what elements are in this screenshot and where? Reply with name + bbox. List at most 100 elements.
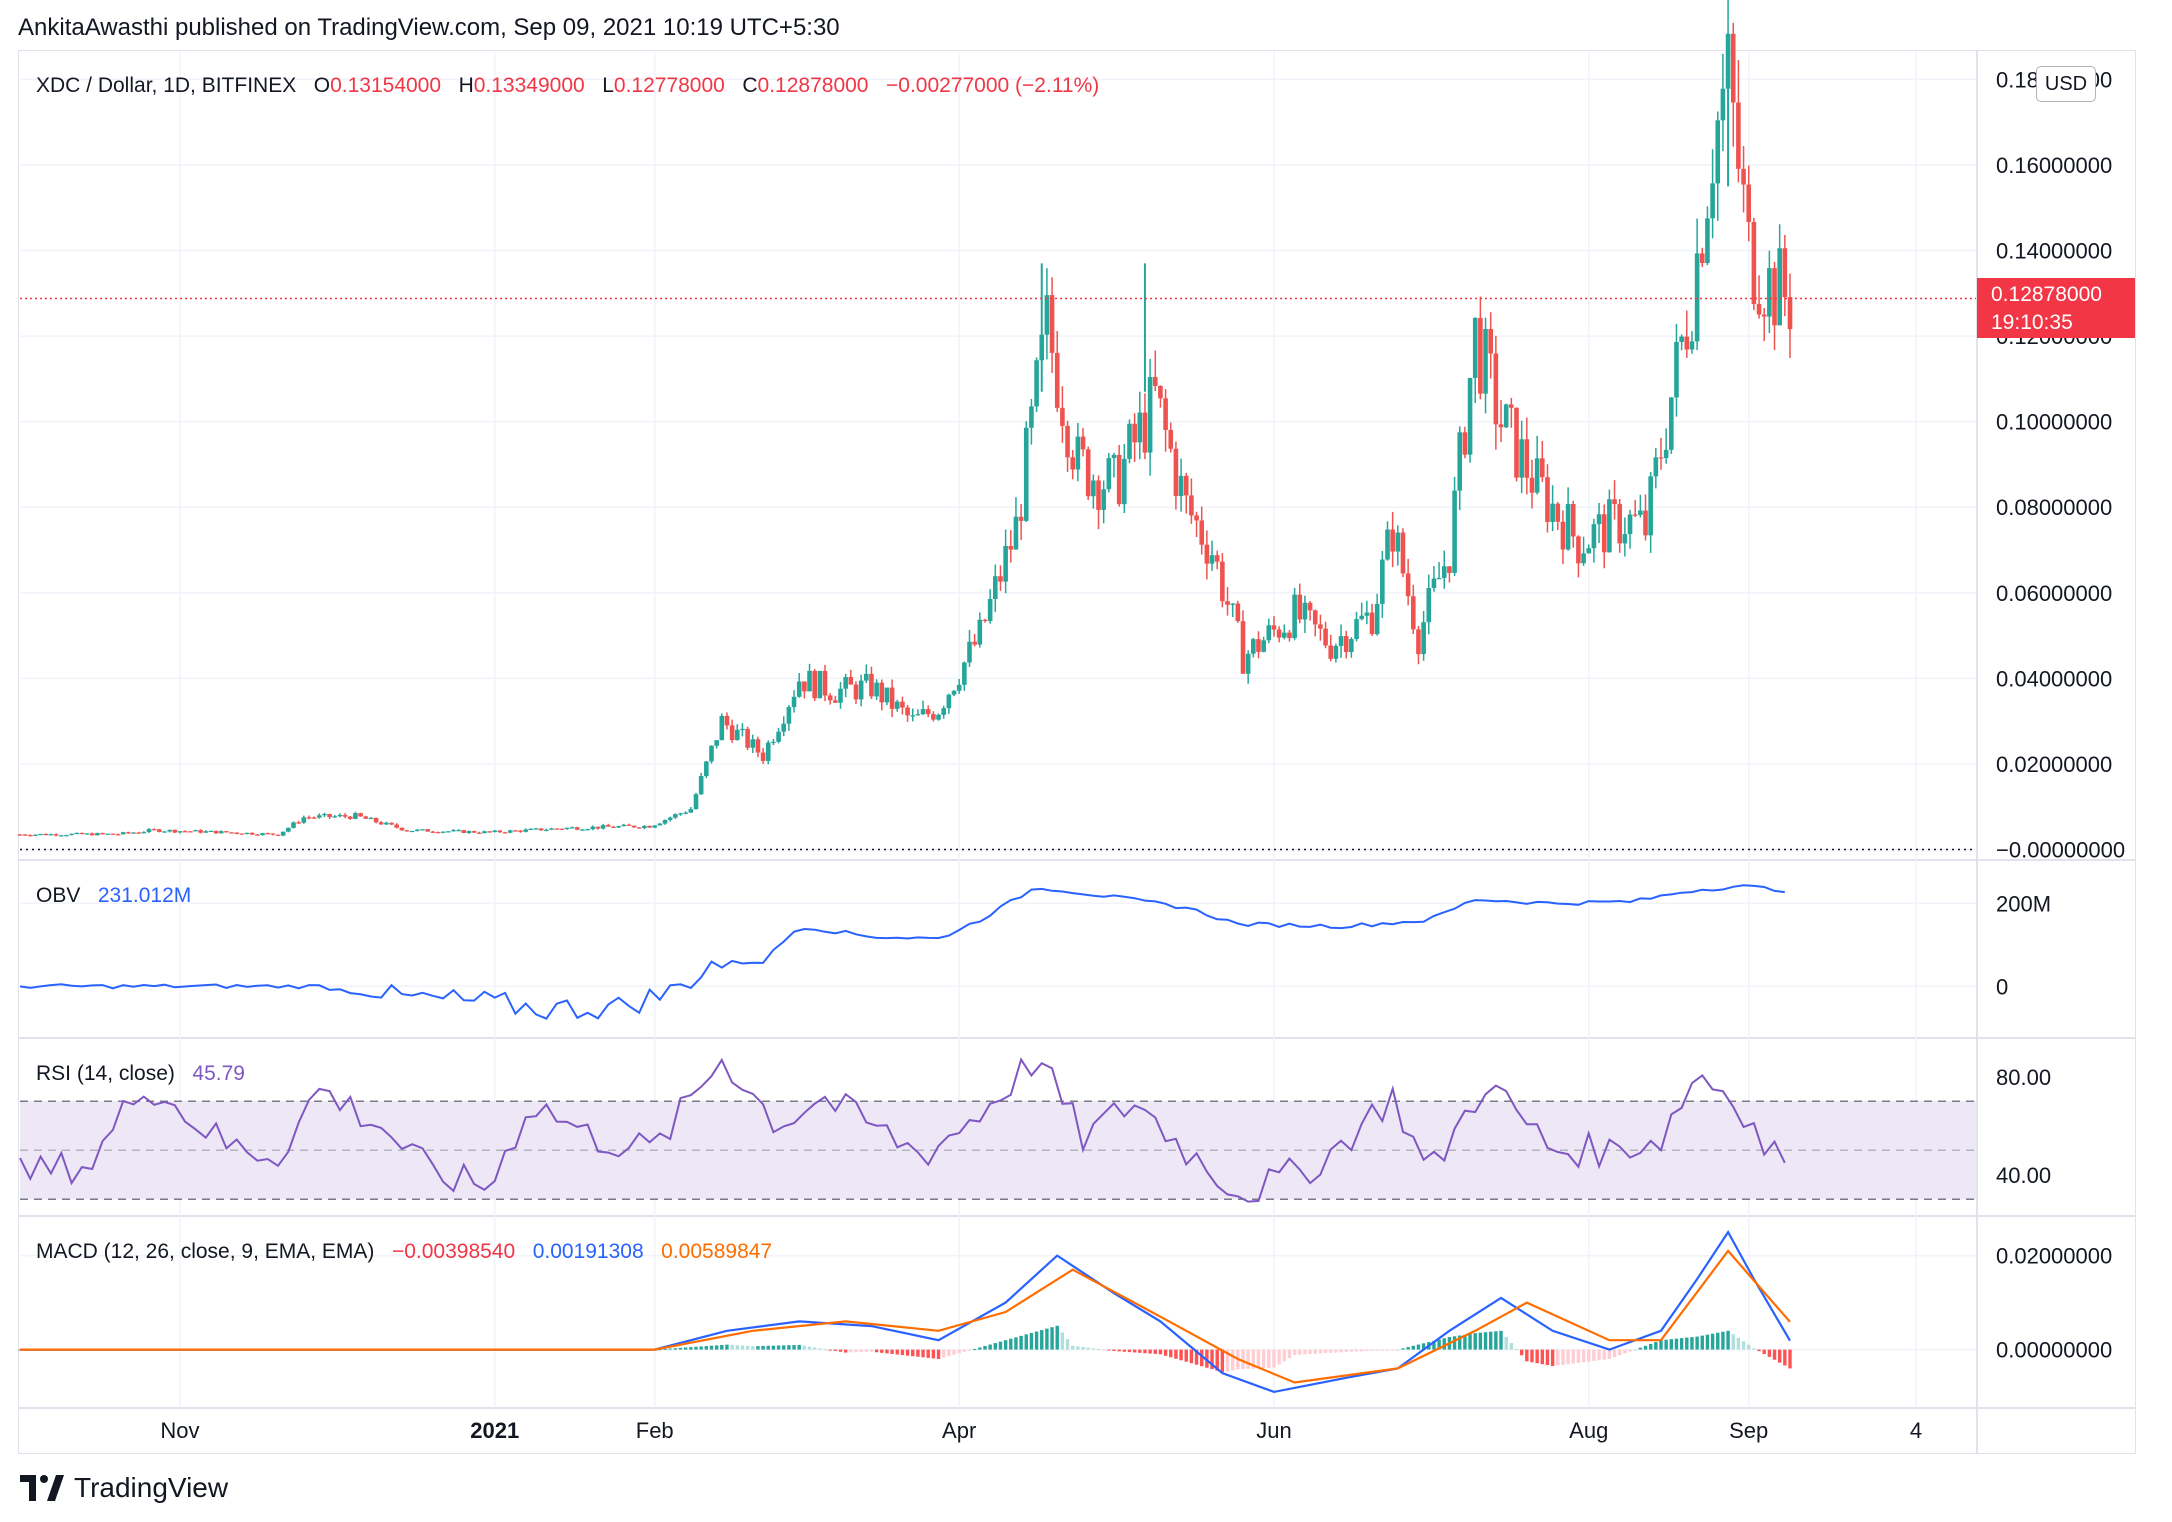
candle-body bbox=[1503, 404, 1509, 428]
macd-histogram-bar bbox=[957, 1349, 961, 1354]
candle-body bbox=[554, 828, 559, 830]
candle-body bbox=[1261, 640, 1266, 652]
candle-body bbox=[1447, 566, 1452, 573]
macd-histogram-bar bbox=[1096, 1349, 1101, 1351]
candle-body bbox=[595, 826, 601, 829]
candle-body bbox=[673, 814, 678, 818]
macd-histogram-bar bbox=[1143, 1349, 1147, 1354]
candle-body bbox=[1524, 439, 1530, 478]
macd-histogram-bar bbox=[1540, 1349, 1545, 1365]
candle-body bbox=[745, 728, 750, 748]
candle-body bbox=[451, 830, 456, 832]
candle-body bbox=[1106, 458, 1112, 490]
candle-body bbox=[291, 822, 296, 828]
macd-histogram-bar bbox=[1354, 1349, 1359, 1352]
candle-body bbox=[817, 670, 823, 699]
macd-histogram-bar bbox=[1282, 1349, 1286, 1362]
candle-body bbox=[507, 830, 513, 833]
candle-body bbox=[64, 835, 69, 837]
macd-histogram-bar bbox=[1303, 1349, 1307, 1355]
candle-body bbox=[1472, 317, 1478, 379]
macd-histogram-bar bbox=[1664, 1339, 1668, 1350]
rsi-tick-label: 40.00 bbox=[1996, 1163, 2051, 1188]
macd-histogram-bar bbox=[874, 1349, 879, 1353]
candle-body bbox=[1127, 423, 1132, 459]
candle-body bbox=[48, 834, 54, 836]
candle-body bbox=[1751, 221, 1757, 305]
candle-body bbox=[151, 829, 157, 831]
tradingview-logo[interactable]: TradingView bbox=[20, 1472, 228, 1504]
candle-body bbox=[765, 742, 771, 761]
candle-body bbox=[688, 809, 694, 813]
candle-body bbox=[260, 833, 265, 836]
candle-body bbox=[611, 826, 616, 828]
candle-body bbox=[956, 684, 962, 691]
candle-body bbox=[1132, 423, 1137, 443]
macd-histogram-bar bbox=[663, 1348, 667, 1350]
candle-body bbox=[734, 729, 740, 741]
macd-histogram-bar bbox=[1777, 1349, 1782, 1363]
candle-body bbox=[1581, 553, 1586, 564]
macd-histogram-bar bbox=[1458, 1335, 1462, 1350]
candle-body bbox=[678, 813, 683, 815]
candle-body bbox=[1209, 555, 1215, 564]
macd-histogram-bar bbox=[1091, 1348, 1096, 1350]
macd-histogram-bar bbox=[1483, 1332, 1488, 1350]
candle-body bbox=[1251, 639, 1256, 654]
candle-body bbox=[244, 832, 250, 835]
macd-histogram-bar bbox=[1174, 1349, 1178, 1359]
currency-button[interactable]: USD bbox=[2036, 66, 2096, 102]
macd-histogram-bar bbox=[1421, 1343, 1426, 1350]
macd-histogram-bar bbox=[1045, 1328, 1049, 1350]
x-tick-label: Nov bbox=[160, 1418, 199, 1443]
candle-body bbox=[771, 741, 776, 744]
macd-histogram-bar bbox=[1509, 1343, 1514, 1350]
candle-body bbox=[549, 828, 554, 830]
macd-histogram-bar bbox=[1163, 1349, 1168, 1356]
macd-histogram-bar bbox=[1380, 1349, 1385, 1351]
candle-body bbox=[884, 687, 890, 703]
macd-histogram-bar bbox=[1107, 1349, 1111, 1351]
candle-body bbox=[1220, 561, 1225, 602]
macd-histogram-bar bbox=[1184, 1349, 1188, 1362]
macd-histogram-bar bbox=[1210, 1349, 1214, 1370]
macd-histogram-bar bbox=[735, 1345, 739, 1350]
candle-body bbox=[910, 715, 916, 717]
candle-body bbox=[642, 825, 647, 829]
x-tick-label: 2021 bbox=[470, 1418, 519, 1443]
macd-histogram-bar bbox=[1277, 1349, 1281, 1365]
candle-body bbox=[1364, 612, 1370, 616]
macd-histogram-bar bbox=[1050, 1327, 1054, 1350]
candle-body bbox=[1214, 555, 1220, 562]
macd-histogram-bar bbox=[1597, 1349, 1601, 1361]
rsi-value: 45.79 bbox=[192, 1062, 245, 1085]
macd-histogram-bar bbox=[1267, 1349, 1271, 1368]
macd-histogram-bar bbox=[673, 1348, 678, 1350]
candle-body bbox=[162, 831, 167, 833]
macd-histogram-bar bbox=[854, 1349, 858, 1353]
candle-body bbox=[1235, 603, 1241, 622]
macd-histogram-bar bbox=[1468, 1333, 1472, 1350]
candle-body bbox=[833, 700, 838, 703]
candle-body bbox=[28, 835, 33, 837]
macd-histogram-bar bbox=[823, 1349, 827, 1351]
candle-body bbox=[1570, 503, 1576, 537]
x-tick-label: Feb bbox=[636, 1418, 674, 1443]
candle-body bbox=[1720, 88, 1726, 121]
macd-histogram-bar bbox=[709, 1345, 714, 1350]
macd-pane bbox=[18, 1229, 1792, 1394]
candle-body bbox=[982, 619, 988, 621]
macd-histogram-bar bbox=[1029, 1332, 1034, 1350]
obv-name: OBV bbox=[36, 884, 81, 907]
obv-tick-label: 0 bbox=[1996, 974, 2008, 999]
macd-histogram-bar bbox=[1530, 1349, 1534, 1363]
candle-body bbox=[487, 831, 492, 833]
obv-tick-label: 200M bbox=[1996, 891, 2051, 916]
candle-body bbox=[925, 709, 931, 715]
candle-body bbox=[518, 830, 523, 832]
candle-body bbox=[38, 833, 43, 836]
candle-body bbox=[74, 832, 80, 835]
candle-body bbox=[920, 709, 926, 715]
macd-histogram-bar bbox=[1009, 1338, 1013, 1350]
